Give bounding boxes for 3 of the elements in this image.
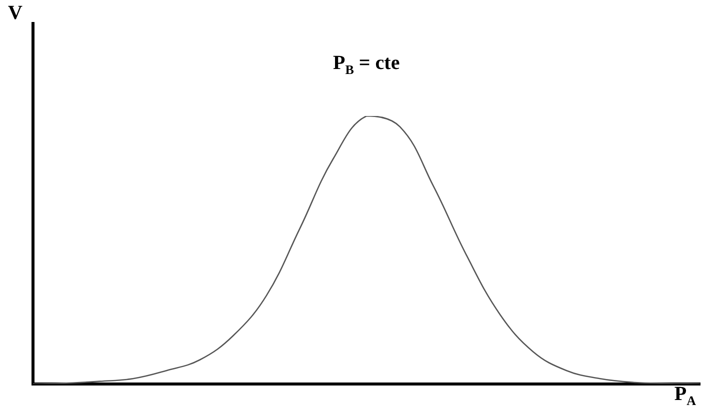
x-axis-title: P$_{A}$ xyxy=(674,383,696,409)
text: P$_{B}$ = cte xyxy=(333,52,400,78)
y-axis-title: V xyxy=(8,2,22,25)
